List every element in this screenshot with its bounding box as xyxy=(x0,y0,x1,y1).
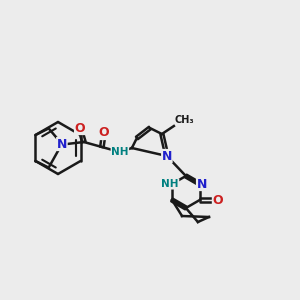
Text: N: N xyxy=(162,149,172,163)
Text: O: O xyxy=(212,194,223,206)
Text: O: O xyxy=(99,127,109,140)
Text: NH: NH xyxy=(161,179,179,189)
Text: CH₃: CH₃ xyxy=(175,115,194,125)
Text: N: N xyxy=(196,178,207,190)
Text: NH: NH xyxy=(111,147,129,157)
Text: N: N xyxy=(57,137,67,151)
Text: O: O xyxy=(75,122,85,134)
